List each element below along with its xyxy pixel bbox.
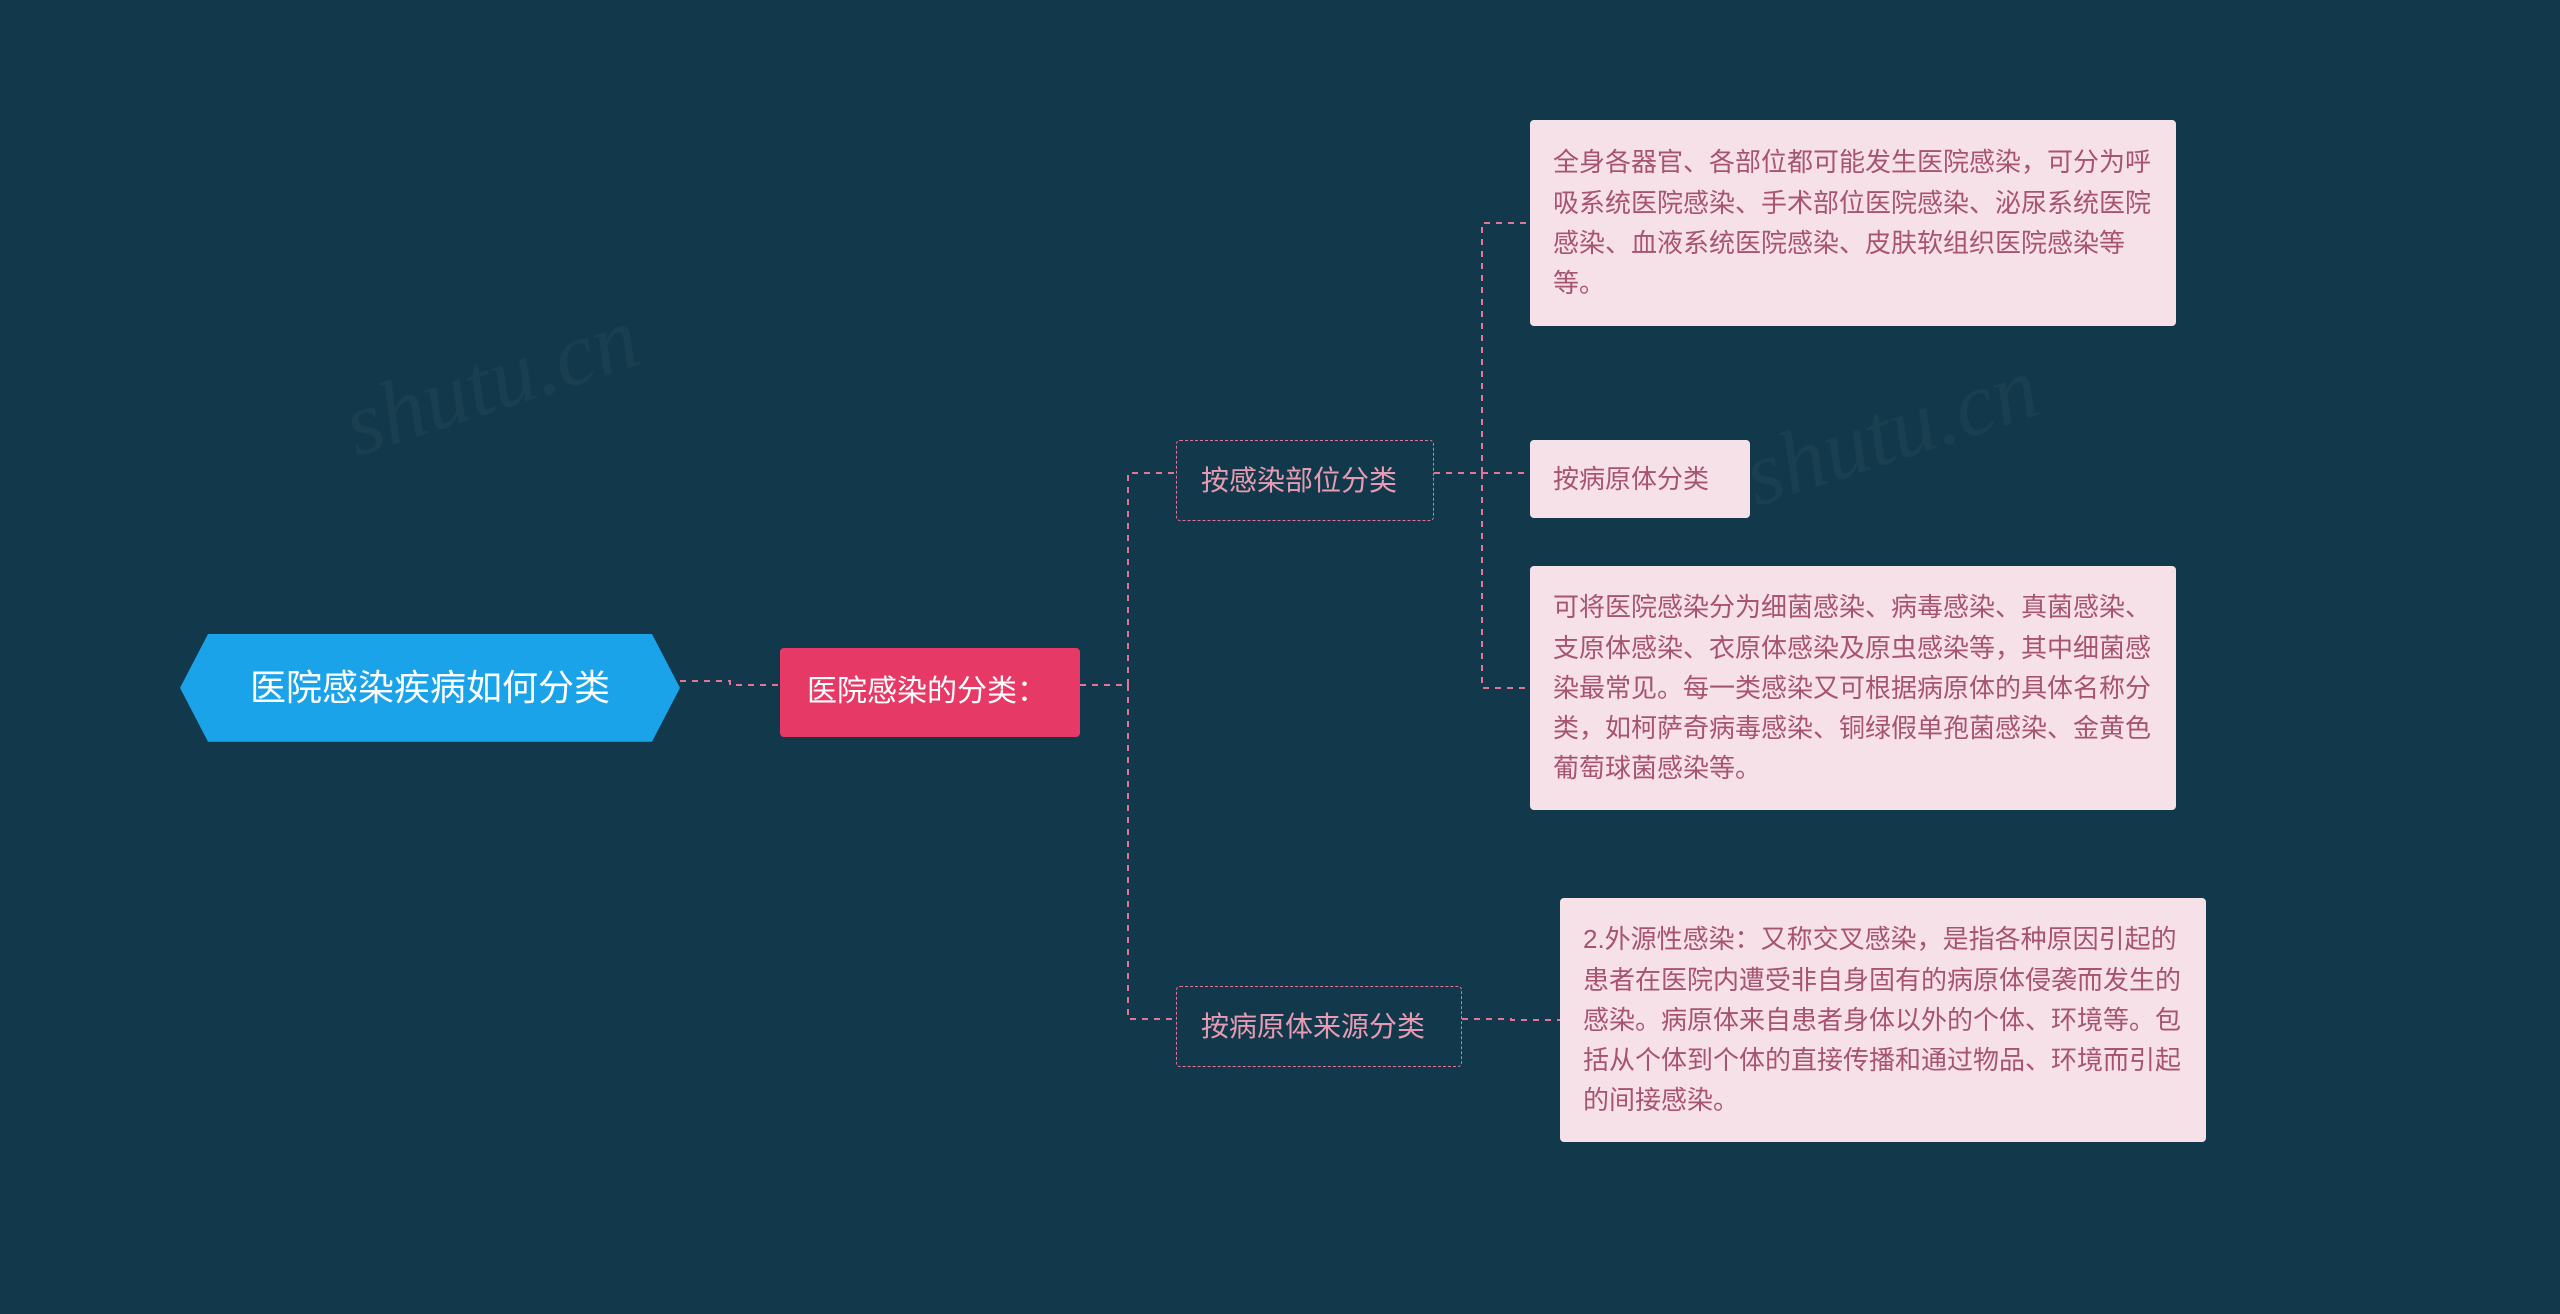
watermark-2: shutu.cn [1731,336,2051,527]
leaf-node-3[interactable]: 可将医院感染分为细菌感染、病毒感染、真菌感染、支原体感染、衣原体感染及原虫感染等… [1530,566,2176,810]
level1-node[interactable]: 医院感染的分类： [780,648,1080,737]
watermark-1: shutu.cn [331,286,651,477]
leaf-node-2[interactable]: 按病原体分类 [1530,440,1750,518]
mindmap-canvas: shutu.cn shutu.cn 医院感染疾病如何分类 医院感染的分类： 按感… [0,0,2560,1314]
level2-node-site[interactable]: 按感染部位分类 [1176,440,1434,521]
leaf-node-1[interactable]: 全身各器官、各部位都可能发生医院感染，可分为呼吸系统医院感染、手术部位医院感染、… [1530,120,2176,326]
level2-node-source[interactable]: 按病原体来源分类 [1176,986,1462,1067]
root-node[interactable]: 医院感染疾病如何分类 [180,634,680,742]
leaf-node-4[interactable]: 2.外源性感染：又称交叉感染，是指各种原因引起的患者在医院内遭受非自身固有的病原… [1560,898,2206,1142]
